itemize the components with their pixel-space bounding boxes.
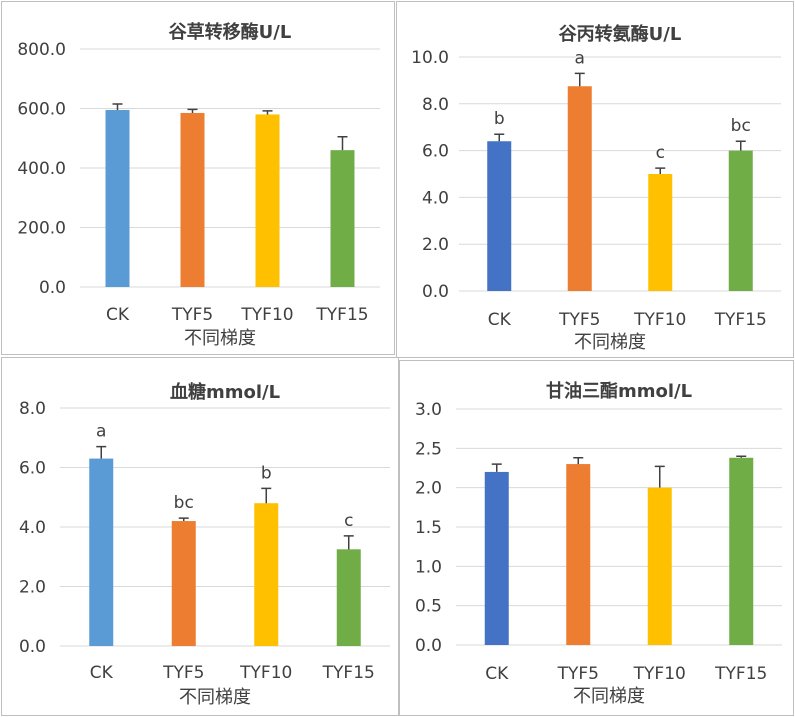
bar-ck bbox=[484, 471, 509, 645]
y-tick-label: 400.0 bbox=[17, 159, 66, 179]
bar-tyf15 bbox=[336, 549, 361, 646]
bar-tyf15 bbox=[729, 457, 754, 645]
x-tick-label: TYF10 bbox=[239, 663, 292, 683]
bar-ck bbox=[105, 109, 130, 287]
bar-tyf15 bbox=[330, 150, 355, 287]
x-tick-label: TYF10 bbox=[633, 664, 686, 684]
significance-label: b bbox=[494, 109, 505, 129]
significance-label: c bbox=[656, 143, 665, 163]
bar-ck bbox=[487, 141, 512, 291]
chart-svg-alt: 0.0 2.0 4.0 6.0 8.0 10.0 谷丙转氨酶U/L b CK a TYF5 c TYF1… bbox=[411, 23, 781, 353]
error-bar bbox=[187, 108, 198, 113]
error-bar bbox=[337, 136, 348, 151]
bar-tyf5 bbox=[566, 464, 591, 645]
y-tick-label: 0.0 bbox=[39, 278, 66, 298]
bar-tyf15 bbox=[728, 150, 753, 291]
significance-label: bc bbox=[731, 116, 751, 136]
error-bar bbox=[343, 535, 354, 550]
significance-label: bc bbox=[174, 493, 194, 513]
x-axis-label: 不同梯度 bbox=[573, 686, 645, 707]
error-bar bbox=[178, 517, 189, 522]
bar-ck bbox=[89, 458, 114, 646]
chart-svg-triglyceride: 0.0 0.5 1.0 1.5 2.0 2.5 3.0 甘油三酯mmol/L CK TYF5 TYF… bbox=[415, 380, 782, 707]
significance-label: a bbox=[575, 48, 585, 68]
x-axis-label: 不同梯度 bbox=[179, 687, 251, 708]
x-tick-label: TYF5 bbox=[557, 664, 599, 684]
y-tick-label: 2.0 bbox=[422, 235, 449, 255]
x-tick-label: TYF10 bbox=[240, 305, 293, 325]
x-axis-label: 不同梯度 bbox=[184, 328, 256, 349]
y-tick-label: 3.0 bbox=[415, 400, 442, 420]
error-bar bbox=[735, 140, 746, 151]
error-bar bbox=[736, 455, 747, 458]
chart-title: 谷草转移酶U/L bbox=[169, 21, 292, 43]
x-tick-label: CK bbox=[485, 664, 509, 684]
chart-svg-ast: 0.0 200.0 400.0 600.0 800.0 谷草转移酶U/L CK TYF5 TYF… bbox=[17, 21, 380, 349]
bar-tyf10 bbox=[648, 174, 673, 291]
chart-title: 血糖mmol/L bbox=[170, 381, 280, 403]
bar-tyf10 bbox=[254, 503, 279, 646]
y-tick-label: 2.0 bbox=[415, 479, 442, 499]
x-tick-label: TYF15 bbox=[714, 664, 767, 684]
error-bar bbox=[494, 133, 505, 142]
y-tick-label: 2.5 bbox=[415, 439, 442, 459]
y-tick-label: 1.0 bbox=[415, 557, 442, 577]
error-bar bbox=[491, 463, 502, 472]
bar-tyf5 bbox=[171, 521, 196, 646]
y-tick-label: 2.0 bbox=[19, 578, 46, 598]
x-tick-label: TYF15 bbox=[714, 310, 767, 330]
y-tick-label: 1.5 bbox=[415, 518, 442, 538]
error-bar bbox=[654, 465, 665, 488]
bar-tyf10 bbox=[255, 114, 280, 287]
y-tick-label: 0.0 bbox=[19, 637, 46, 657]
chart-panel-triglyceride: 0.0 0.5 1.0 1.5 2.0 2.5 3.0 甘油三酯mmol/L CK TYF5 TYF… bbox=[399, 360, 794, 716]
error-bar bbox=[573, 457, 584, 465]
x-tick-label: TYF5 bbox=[558, 310, 600, 330]
x-tick-label: TYF15 bbox=[315, 305, 368, 325]
y-tick-label: 0.0 bbox=[415, 636, 442, 656]
y-tick-label: 10.0 bbox=[411, 48, 449, 68]
x-tick-label: TYF5 bbox=[171, 305, 213, 325]
error-bar bbox=[96, 445, 107, 459]
error-bar bbox=[262, 110, 273, 115]
chart-panel-glucose: 0.0 2.0 4.0 6.0 8.0 血糖mmol/L a CK bc TYF5 b TYF10 c T… bbox=[1, 357, 399, 716]
y-tick-label: 800.0 bbox=[17, 40, 66, 60]
x-tick-label: CK bbox=[106, 305, 130, 325]
chart-title: 甘油三酯mmol/L bbox=[546, 380, 692, 402]
x-tick-label: TYF15 bbox=[322, 663, 375, 683]
y-tick-label: 8.0 bbox=[19, 399, 46, 419]
y-tick-label: 0.0 bbox=[422, 282, 449, 302]
bar-tyf5 bbox=[180, 112, 205, 288]
x-axis-label: 不同梯度 bbox=[574, 332, 646, 353]
chart-panel-alt: 0.0 2.0 4.0 6.0 8.0 10.0 谷丙转氨酶U/L b CK a TYF5 c TYF1… bbox=[396, 1, 794, 358]
y-tick-label: 600.0 bbox=[17, 100, 66, 120]
x-tick-label: CK bbox=[488, 310, 512, 330]
x-tick-label: TYF5 bbox=[162, 663, 204, 683]
significance-label: b bbox=[261, 463, 272, 483]
y-tick-label: 8.0 bbox=[422, 95, 449, 115]
chart-svg-glucose: 0.0 2.0 4.0 6.0 8.0 血糖mmol/L a CK bc TYF5 b TYF10 c T… bbox=[19, 381, 390, 708]
y-tick-label: 0.5 bbox=[415, 597, 442, 617]
bar-tyf5 bbox=[567, 86, 592, 291]
error-bar bbox=[655, 167, 666, 174]
error-bar bbox=[112, 103, 123, 110]
error-bar bbox=[574, 72, 585, 87]
chart-title: 谷丙转氨酶U/L bbox=[559, 23, 682, 45]
bar-tyf10 bbox=[647, 487, 672, 645]
error-bar bbox=[261, 487, 272, 504]
x-tick-label: CK bbox=[90, 663, 114, 683]
y-tick-label: 6.0 bbox=[19, 459, 46, 479]
y-tick-label: 4.0 bbox=[19, 518, 46, 538]
chart-panel-ast: 0.0 200.0 400.0 600.0 800.0 谷草转移酶U/L CK TYF5 TYF… bbox=[1, 1, 395, 355]
y-tick-label: 6.0 bbox=[422, 142, 449, 162]
significance-label: c bbox=[344, 511, 353, 531]
y-tick-label: 200.0 bbox=[17, 219, 66, 239]
significance-label: a bbox=[96, 422, 106, 442]
x-tick-label: TYF10 bbox=[633, 310, 686, 330]
y-tick-label: 4.0 bbox=[422, 188, 449, 208]
